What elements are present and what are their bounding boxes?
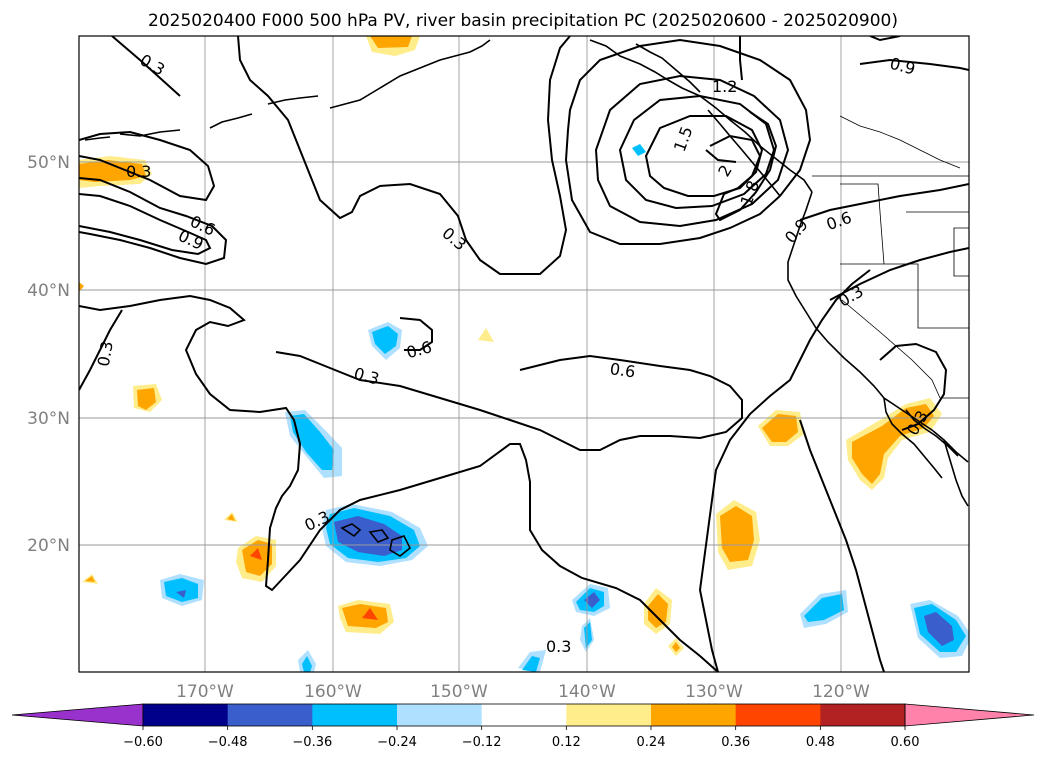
map-frame xyxy=(78,35,970,673)
colorbar-segment xyxy=(227,704,313,726)
graticule xyxy=(79,36,969,672)
contour-label: 0.3 xyxy=(126,162,151,181)
lon-label: 130°W xyxy=(685,682,743,702)
colorbar-extend-low xyxy=(11,703,144,727)
precip-anomaly-fill xyxy=(79,36,969,672)
lon-label: 120°W xyxy=(812,682,870,702)
contour-label: 0.6 xyxy=(404,337,434,362)
contour-label: 0.3 xyxy=(137,50,169,79)
pv-contours xyxy=(79,36,969,672)
colorbar-frame xyxy=(142,703,906,727)
political-borders xyxy=(812,115,969,399)
colorbar-segment xyxy=(397,704,483,726)
contour-label: 1.8 xyxy=(737,178,764,208)
lon-label: 150°W xyxy=(430,682,488,702)
longitude-labels: 170°W 160°W 150°W 140°W 130°W 120°W xyxy=(176,682,870,702)
map-title: 2025020400 F000 500 hPa PV, river basin … xyxy=(148,11,898,31)
colorbar-segment xyxy=(312,704,398,726)
colorbar-segment xyxy=(143,704,229,726)
lon-label: 170°W xyxy=(176,682,234,702)
colorbar-segment xyxy=(735,704,821,726)
lat-label: 30°N xyxy=(27,409,70,429)
contour-label: 0.9 xyxy=(781,215,812,247)
contour-label: 0.9 xyxy=(888,54,918,79)
lat-label: 40°N xyxy=(27,281,70,301)
colorbar-segment xyxy=(566,704,652,726)
contour-label: 0.6 xyxy=(609,359,637,381)
colorbar-segment xyxy=(651,704,737,726)
colorbar-tick-label: −0.24 xyxy=(377,735,417,750)
colorbar-tick-label: −0.12 xyxy=(462,735,502,750)
colorbar-tick-label: −0.48 xyxy=(208,735,248,750)
colorbar-tick-label: −0.36 xyxy=(292,735,332,750)
colorbar-tick-label: −0.60 xyxy=(123,735,163,750)
colorbar-tick-label: 0.48 xyxy=(806,735,835,750)
contour-label: 0.3 xyxy=(835,281,867,310)
contour-label: 1.5 xyxy=(670,124,697,154)
colorbar-tick-label: 0.24 xyxy=(637,735,666,750)
colorbar-segment xyxy=(820,704,906,726)
lat-label: 50°N xyxy=(27,153,70,173)
contour-label: 0.3 xyxy=(546,637,571,656)
contour-label: 2 xyxy=(714,162,736,180)
contour-label: 0.3 xyxy=(352,364,382,389)
colorbar-extend-high xyxy=(904,703,1035,727)
colorbar-tick-label: 0.12 xyxy=(552,735,581,750)
latitude-labels: 50°N 40°N 30°N 20°N xyxy=(27,153,70,556)
lat-label: 20°N xyxy=(27,536,70,556)
contour-label: 0.3 xyxy=(438,223,470,254)
contour-labels: 0.3 0.3 0.6 0.9 0.3 0.3 0.6 0.3 0.6 0.3 … xyxy=(94,50,932,656)
lon-label: 140°W xyxy=(558,682,616,702)
contour-label: 0.3 xyxy=(94,340,117,368)
lon-label: 160°W xyxy=(304,682,362,702)
coastlines xyxy=(84,39,969,557)
colorbar-segment xyxy=(481,704,567,726)
contour-label: 1.2 xyxy=(712,77,737,96)
colorbar-tick-label: 0.60 xyxy=(891,735,920,750)
colorbar: −0.60 −0.48 −0.36 −0.24 −0.12 0.12 0.24 0.36 0.4… xyxy=(11,703,1035,750)
map-area: 0.3 0.3 0.6 0.9 0.3 0.3 0.6 0.3 0.6 0.3 … xyxy=(79,36,969,672)
colorbar-tick-label: 0.36 xyxy=(721,735,750,750)
